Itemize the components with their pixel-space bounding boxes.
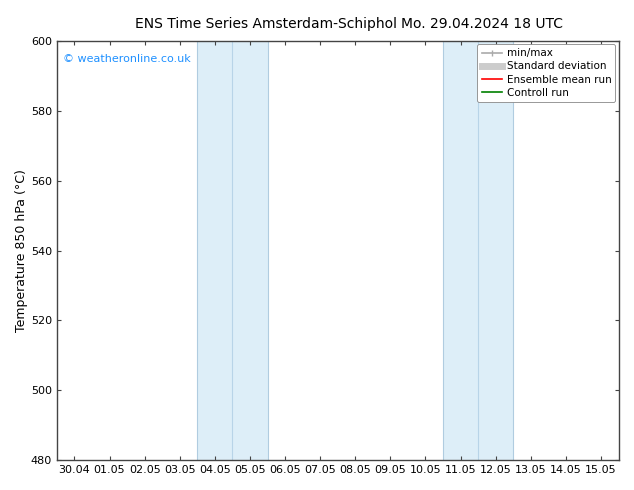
Y-axis label: Temperature 850 hPa (°C): Temperature 850 hPa (°C) <box>15 169 28 332</box>
Bar <box>197 41 268 460</box>
Text: Mo. 29.04.2024 18 UTC: Mo. 29.04.2024 18 UTC <box>401 17 563 31</box>
Legend: min/max, Standard deviation, Ensemble mean run, Controll run: min/max, Standard deviation, Ensemble me… <box>477 44 616 102</box>
Text: © weatheronline.co.uk: © weatheronline.co.uk <box>63 53 190 64</box>
Text: ENS Time Series Amsterdam-Schiphol: ENS Time Series Amsterdam-Schiphol <box>135 17 398 31</box>
Bar <box>443 41 514 460</box>
